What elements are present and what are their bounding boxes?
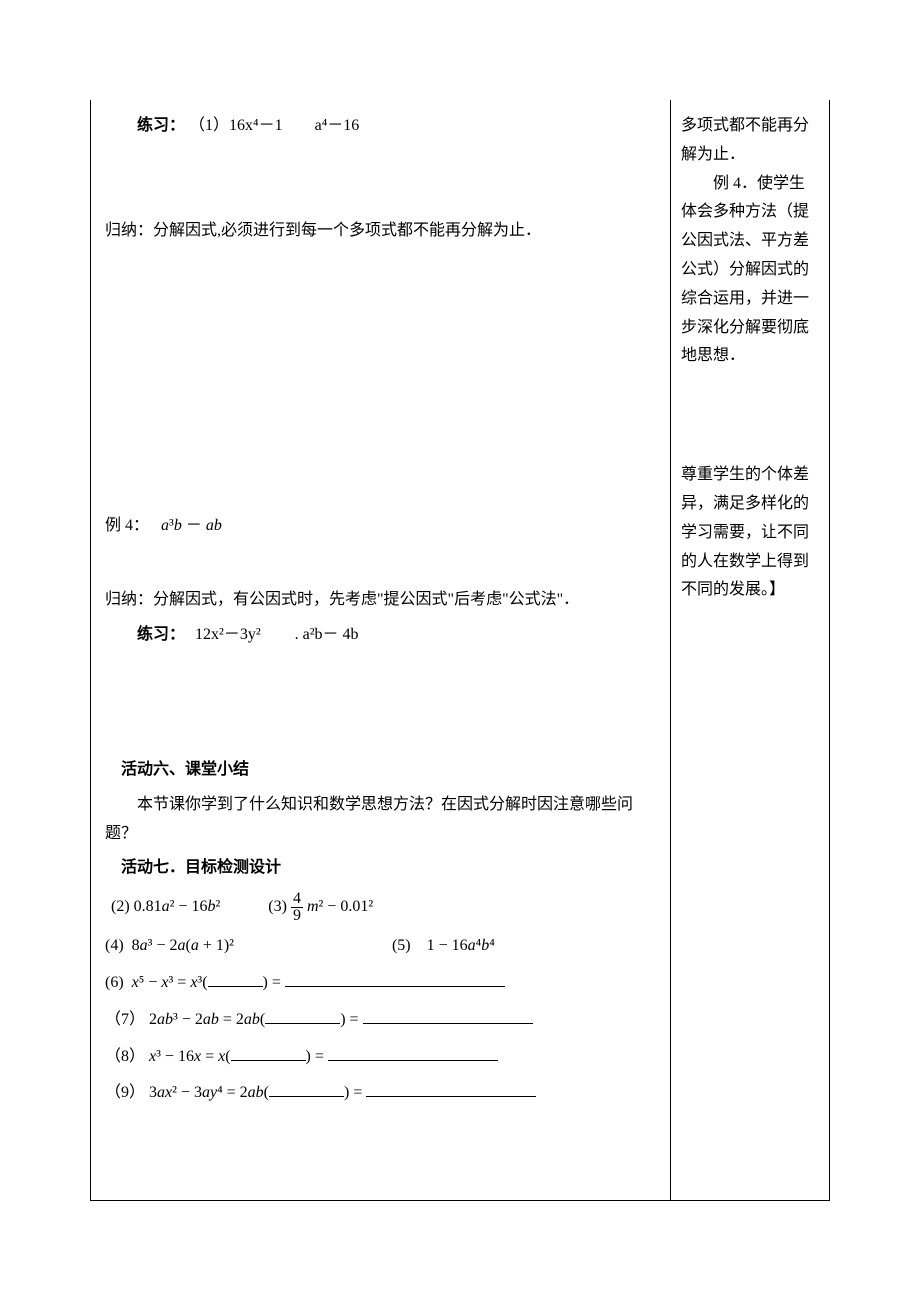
blank: [285, 970, 505, 987]
blank: [208, 970, 263, 987]
blank: [231, 1044, 306, 1061]
problem-2-3: (2) 0.81a² − 16b² (3) 49 m² − 0.01²: [105, 891, 656, 924]
spacer: [105, 252, 656, 512]
spacer: [105, 147, 656, 217]
spacer: [681, 371, 819, 461]
practice-1: 练习： （1）16x⁴－1 a⁴－16: [105, 112, 656, 141]
problem-9: （9） 3ax² − 3ay⁴ = 2ab() =: [105, 1079, 656, 1108]
problem-7: （7） 2ab³ − 2ab = 2ab() =: [105, 1006, 656, 1035]
fraction-4-9: 49: [291, 891, 303, 924]
problem-8: （8） x³ − 16x = x() =: [105, 1043, 656, 1072]
blank: [265, 1007, 340, 1024]
problem-6: (6) x⁵ − x³ = x³() =: [105, 969, 656, 998]
problem-4-5: (4) 8a³ − 2a(a + 1)² (5) 1 − 16a⁴b⁴: [105, 932, 656, 961]
blank: [363, 1007, 533, 1024]
activity-7-title: 活动七．目标检测设计: [105, 854, 656, 883]
summary-1-body: 分解因式,必须进行到每一个多项式都不能再分解为止．: [153, 222, 541, 239]
right-note-1: 多项式都不能再分解为止．: [681, 112, 819, 170]
practice-1-label: 练习：: [137, 117, 185, 134]
two-column-table: 练习： （1）16x⁴－1 a⁴－16 归纳：分解因式,必须进行到每一个多项式都…: [90, 100, 830, 1201]
right-column: 多项式都不能再分解为止． 例 4．使学生体会多种方法（提公因式法、平方差公式）分…: [671, 100, 829, 1200]
right-note-2: 例 4．使学生体会多种方法（提公因式法、平方差公式）分解因式的综合运用，并进一步…: [681, 170, 819, 372]
activity-6-body: 本节课你学到了什么知识和数学思想方法？在因式分解时因注意哪些问题？: [105, 791, 656, 849]
example-4: 例 4： a³b － ab: [105, 512, 656, 541]
blank: [269, 1080, 344, 1097]
activity-6-title: 活动六、课堂小结: [105, 756, 656, 785]
summary-1: 归纳：分解因式,必须进行到每一个多项式都不能再分解为止．: [105, 217, 656, 246]
example-4-label: 例 4：: [105, 517, 149, 534]
summary-1-label: 归纳：: [105, 222, 153, 239]
practice-2-label: 练习：: [137, 626, 185, 643]
document-page: 练习： （1）16x⁴－1 a⁴－16 归纳：分解因式,必须进行到每一个多项式都…: [0, 0, 920, 1302]
summary-2: 归纳：分解因式，有公因式时，先考虑"提公因式"后考虑"公式法"．: [105, 586, 656, 615]
left-column: 练习： （1）16x⁴－1 a⁴－16 归纳：分解因式,必须进行到每一个多项式都…: [91, 100, 671, 1200]
summary-2-label: 归纳：: [105, 591, 153, 608]
practice-1-body: （1）16x⁴－1 a⁴－16: [189, 117, 359, 134]
spacer: [105, 656, 656, 756]
summary-2-body: 分解因式，有公因式时，先考虑"提公因式"后考虑"公式法"．: [153, 591, 579, 608]
spacer: [105, 546, 656, 586]
blank: [328, 1044, 498, 1061]
practice-2: 练习： 12x²－3y² . a²b－ 4b: [105, 621, 656, 650]
right-note-3: 尊重学生的个体差异，满足多样化的学习需要，让不同的人在数学上得到不同的发展。】: [681, 461, 819, 605]
blank: [366, 1080, 536, 1097]
